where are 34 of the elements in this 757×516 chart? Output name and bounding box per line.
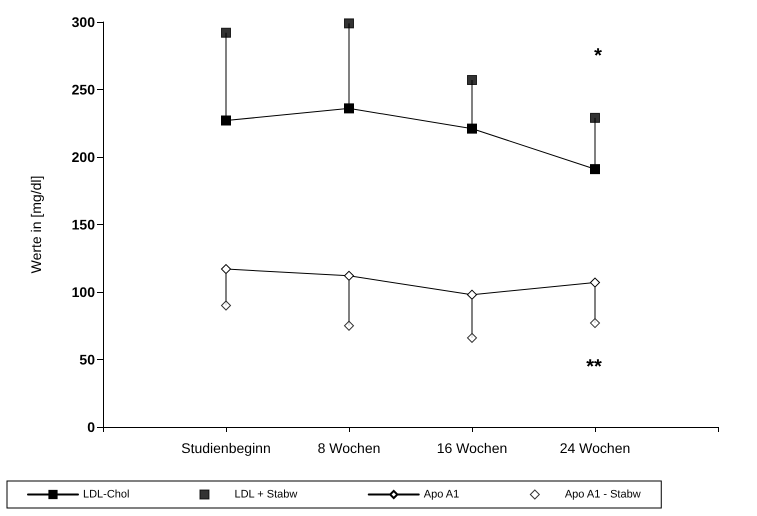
point [467, 124, 477, 134]
point [344, 18, 354, 28]
y-tick-label: 200 [72, 149, 96, 165]
point [221, 300, 231, 310]
legend-label: Apo A1 [424, 488, 460, 500]
annotation: ** [586, 356, 602, 378]
point [590, 112, 600, 123]
point [467, 75, 477, 86]
point [344, 270, 354, 281]
point [590, 278, 600, 288]
point [221, 264, 231, 274]
y-tick-label: 50 [79, 352, 96, 368]
point [221, 116, 231, 126]
x-tick-label: 8 Wochen [318, 440, 380, 456]
legend-label: LDL + Stabw [234, 488, 298, 500]
point [221, 28, 231, 38]
legend-label: LDL-Chol [83, 488, 130, 500]
point [344, 103, 354, 114]
y-tick-label: 0 [87, 419, 96, 435]
y-tick-label: 150 [72, 216, 96, 232]
y-axis-title: Werte in [mg/dl] [28, 176, 44, 274]
point [467, 332, 477, 343]
y-tick-label: 100 [72, 284, 96, 300]
y-tick-label: 250 [72, 82, 96, 98]
legend-label: Apo A1 - Stabw [564, 488, 641, 500]
point [590, 318, 600, 328]
x-tick-label: 16 Wochen [436, 440, 508, 456]
point [467, 290, 477, 300]
y-tick-label: 300 [72, 14, 96, 30]
point [344, 320, 354, 331]
point [590, 164, 600, 174]
annotation: * [594, 45, 602, 67]
x-tick-label: 24 Wochen [560, 440, 630, 456]
x-tick-label: Studienbeginn [181, 440, 271, 456]
